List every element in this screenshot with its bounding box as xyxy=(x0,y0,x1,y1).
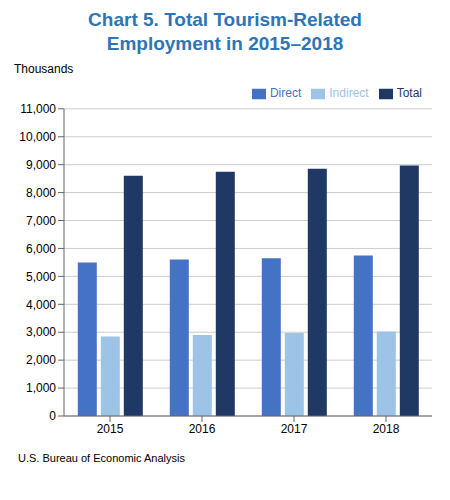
svg-text:10,000: 10,000 xyxy=(19,130,56,144)
svg-text:0: 0 xyxy=(49,409,56,423)
svg-text:2015: 2015 xyxy=(97,422,124,436)
html-text:Employment in 2015–2018: Employment in 2015–2018 xyxy=(106,33,344,54)
html-text:Indirect: Indirect xyxy=(329,86,369,100)
svg-text:6,000: 6,000 xyxy=(26,242,56,256)
svg-text:3,000: 3,000 xyxy=(26,325,56,339)
html-text:Thousands: Thousands xyxy=(14,62,74,76)
svg-text:7,000: 7,000 xyxy=(26,214,56,228)
svg-text:1,000: 1,000 xyxy=(26,381,56,395)
svg-text:2016: 2016 xyxy=(189,422,216,436)
svg-text:9,000: 9,000 xyxy=(26,158,56,172)
svg-text:2,000: 2,000 xyxy=(26,353,56,367)
svg-text:8,000: 8,000 xyxy=(26,186,56,200)
html-text:Total: Total xyxy=(396,86,422,100)
svg-text:2017: 2017 xyxy=(281,422,308,436)
html-text:Direct: Direct xyxy=(269,86,302,100)
svg-text:4,000: 4,000 xyxy=(26,298,56,312)
html-text:Chart 5. Total Tourism-Related: Chart 5. Total Tourism-Related xyxy=(88,9,362,30)
svg-text:11,000: 11,000 xyxy=(20,102,56,116)
svg-text:2018: 2018 xyxy=(373,422,400,436)
svg-text:5,000: 5,000 xyxy=(26,270,56,284)
html-text:U.S. Bureau of Economic Analys: U.S. Bureau of Economic Analysis xyxy=(18,452,185,464)
